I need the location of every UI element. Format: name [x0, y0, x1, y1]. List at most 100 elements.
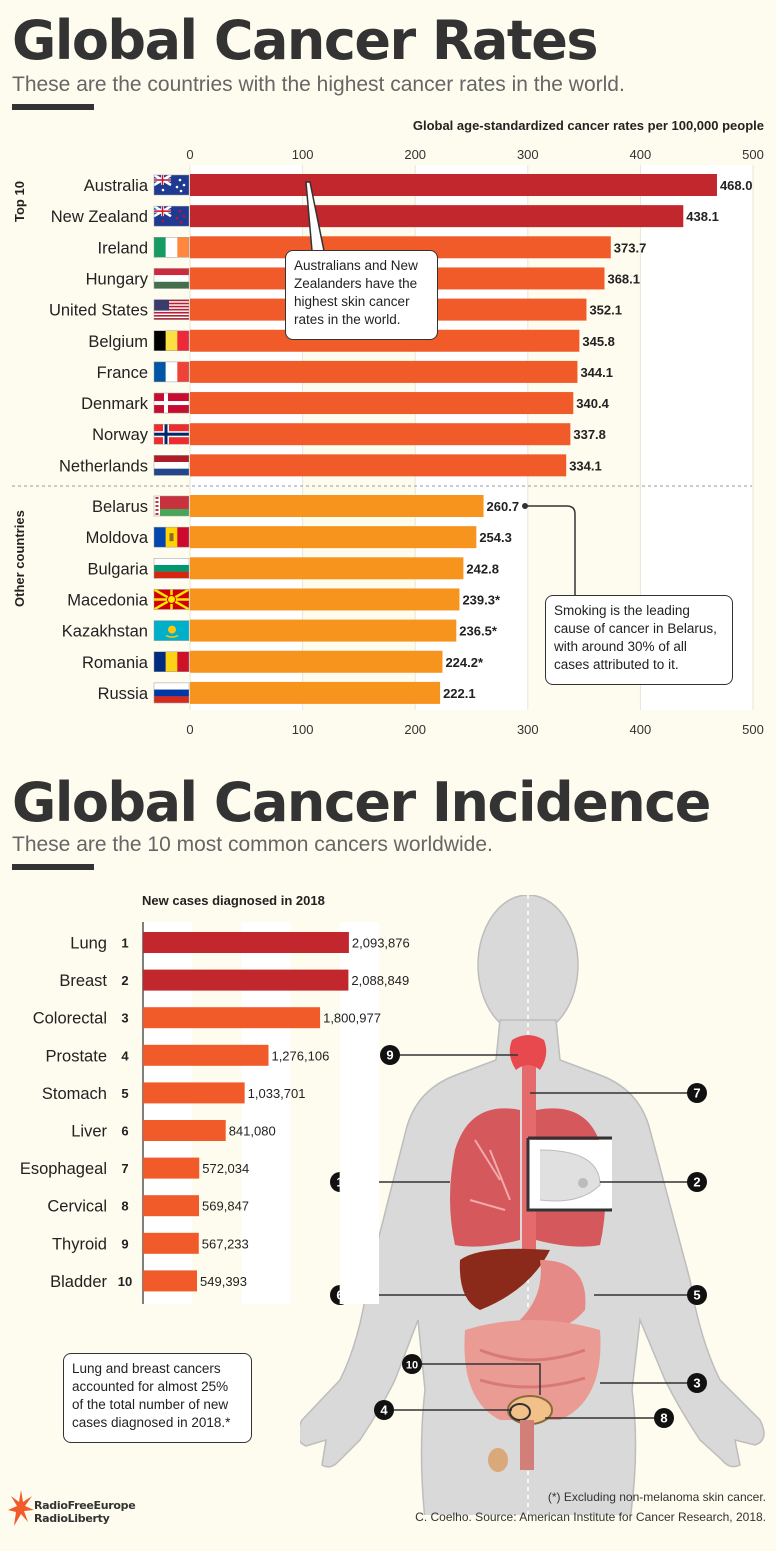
rate-bar: [190, 557, 464, 580]
rate-value-label: 222.1: [443, 686, 476, 701]
rate-bar: [190, 681, 441, 704]
rate-bar: [190, 588, 460, 611]
x-tick-label-bottom: 0: [186, 722, 193, 737]
x-tick-label-top: 400: [630, 147, 652, 162]
cancer-type-label: Stomach: [42, 1085, 107, 1103]
x-tick-label-bottom: 200: [404, 722, 426, 737]
rate-value-label: 242.8: [466, 561, 499, 576]
lung-breast-note: Lung and breast cancers accounted for al…: [63, 1353, 252, 1443]
rate-value-label: 345.8: [582, 334, 615, 349]
united-states-flag-icon: [153, 299, 190, 320]
rate-value-label: 340.4: [576, 396, 609, 411]
rate-bar: [190, 650, 443, 673]
cancer-type-label: Bladder: [50, 1273, 107, 1291]
cancer-rank-label: 4: [121, 1048, 129, 1063]
rate-value-label: 224.2*: [445, 655, 484, 670]
country-label: New Zealand: [51, 208, 148, 226]
france-flag-icon: [153, 361, 190, 383]
cancer-rank-label: 3: [121, 1011, 128, 1026]
incidence-bar: [143, 969, 349, 991]
incidence-bar: [143, 1232, 199, 1254]
country-label: United States: [49, 302, 148, 320]
hungary-flag-icon: [153, 268, 190, 289]
source-credit: C. Coelho. Source: American Institute fo…: [415, 1510, 766, 1524]
body-illustration: 12345678910: [300, 895, 765, 1515]
rate-bar: [190, 495, 484, 517]
incidence-axis-caption: New cases diagnosed in 2018: [142, 893, 325, 908]
page-title: Global Cancer Rates: [12, 9, 599, 72]
cancer-rank-label: 1: [121, 936, 128, 951]
rate-bar: [190, 392, 574, 415]
cancer-type-label: Thyroid: [52, 1235, 107, 1253]
incidence-value-label: 2,093,876: [352, 936, 410, 951]
rate-bar: [190, 423, 571, 446]
incidence-bar: [143, 1082, 245, 1104]
x-tick-label-top: 200: [404, 147, 426, 162]
incidence-value-label: 1,800,977: [323, 1011, 381, 1026]
cancer-type-label: Esophageal: [20, 1160, 107, 1178]
incidence-bar: [143, 1195, 200, 1217]
cancer-type-label: Breast: [59, 972, 107, 990]
callout-badge-number: 5: [693, 1288, 700, 1303]
rate-value-label: 352.1: [589, 303, 622, 318]
country-label: Moldova: [86, 529, 149, 547]
callout-badge-number: 3: [693, 1376, 700, 1391]
x-tick-label-bottom: 400: [630, 722, 652, 737]
rate-value-label: 260.7: [487, 499, 520, 514]
skin-note-pointer: [305, 181, 325, 252]
rates-chart: 0 0 100 100 200 200 300 300 400 400 500 500 468.0 Au…: [12, 147, 764, 737]
incidence-value-label: 1,033,701: [248, 1086, 306, 1101]
belarus-note: Smoking is the leading cause of cancer i…: [545, 595, 733, 685]
cancer-type-label: Lung: [70, 935, 107, 953]
title-underline: [12, 104, 94, 110]
rate-value-label: 239.3*: [462, 592, 501, 607]
australia-flag-icon: [153, 173, 190, 196]
country-label: Belarus: [92, 498, 148, 516]
rate-bar: [190, 174, 717, 196]
country-label: Belgium: [88, 333, 148, 351]
cancer-rank-label: 8: [121, 1199, 128, 1214]
callout-badge-number: 7: [693, 1086, 700, 1101]
cancer-type-label: Prostate: [46, 1047, 107, 1065]
country-label: Romania: [82, 654, 149, 672]
incidence-value-label: 841,080: [229, 1124, 276, 1139]
cancer-type-label: Colorectal: [33, 1010, 107, 1028]
incidence-value-label: 567,233: [202, 1236, 249, 1251]
rate-value-label: 254.3: [479, 530, 512, 545]
rate-value-label: 337.8: [573, 427, 606, 442]
callout-badge-number: 4: [380, 1403, 388, 1418]
callout-badge: [687, 1285, 707, 1305]
incidence-bar: [143, 1044, 269, 1066]
rate-value-label: 334.1: [569, 458, 602, 473]
rate-value-label: 368.1: [607, 271, 640, 286]
x-tick-label-top: 300: [517, 147, 539, 162]
cancer-rank-label: 6: [121, 1124, 128, 1139]
netherlands-flag-icon: [153, 455, 190, 476]
country-label: Ireland: [98, 239, 148, 257]
incidence-underline: [12, 864, 94, 870]
country-label: Australia: [84, 177, 149, 195]
rferl-logo-icon: [8, 1490, 34, 1526]
rate-bar: [190, 205, 684, 228]
cancer-type-label: Liver: [71, 1123, 107, 1141]
rate-bar: [190, 619, 457, 642]
incidence-bar: [143, 1120, 226, 1141]
callout-badge: [380, 1045, 400, 1065]
incidence-title: Global Cancer Incidence: [12, 771, 711, 834]
incidence-bar: [143, 1270, 198, 1292]
incidence-bar: [143, 1007, 321, 1029]
callout-badge: [687, 1172, 707, 1192]
incidence-bar: [143, 1157, 200, 1179]
skin-cancer-note: Australians and New Zealanders have the …: [285, 250, 438, 340]
incidence-value-label: 572,034: [202, 1161, 249, 1176]
moldova-flag-icon: [153, 526, 190, 548]
country-label: Macedonia: [67, 591, 149, 609]
macedonia-flag-icon: [153, 588, 190, 611]
callout-badge: [374, 1400, 394, 1420]
cancer-type-label: Cervical: [47, 1198, 107, 1216]
rate-value-label: 236.5*: [459, 624, 498, 639]
country-label: France: [97, 364, 148, 382]
callout-badge-number: 10: [406, 1360, 418, 1372]
x-tick-label-top: 100: [292, 147, 314, 162]
callout-badge: [402, 1354, 422, 1374]
